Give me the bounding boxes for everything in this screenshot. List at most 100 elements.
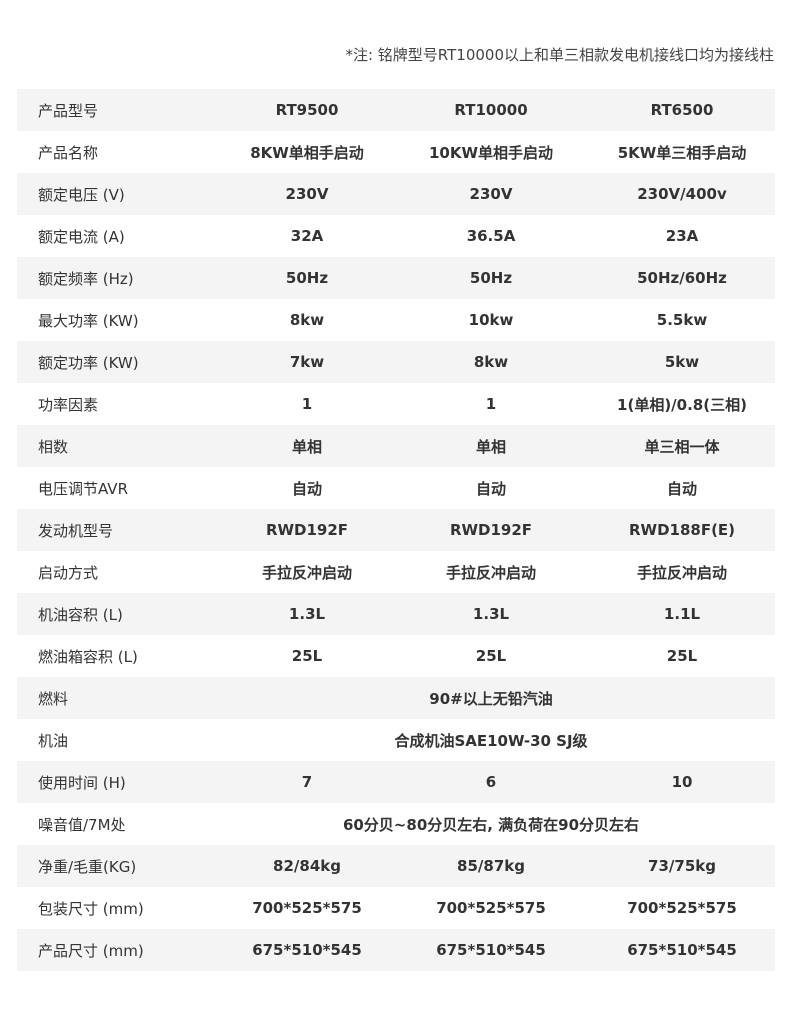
row-value-col-3: RWD188F(E) (628, 521, 736, 539)
row-value-col-3: 700*525*575 (627, 899, 737, 917)
row-value-col-1: 7 (301, 773, 313, 791)
spec-table: 产品型号 RT9500 RT10000 RT6500 产品名称 8KW单相手启动 10KW单… (17, 89, 775, 971)
row-label: 燃料 (38, 689, 69, 708)
row-value-col-2: 675*510*545 (436, 941, 546, 959)
table-row: 发动机型号 RWD192F RWD192F RWD188F(E) (17, 509, 775, 551)
row-value-col-1: 单相 (291, 437, 323, 456)
table-row: 使用时间 (H) 7 6 10 (17, 761, 775, 803)
row-value-col-3: 自动 (666, 479, 698, 498)
row-value-col-2: 8kw (473, 353, 509, 371)
row-value-col-1: 8KW单相手启动 (250, 143, 364, 162)
row-value-col-1: RT9500 (275, 101, 339, 119)
row-label: 产品尺寸 (mm) (38, 941, 144, 960)
table-row: 燃料 90#以上无铅汽油 (17, 677, 775, 719)
row-value-col-2: 单相 (475, 437, 507, 456)
row-value-merged: 合成机油SAE10W-30 SJ级 (394, 731, 588, 750)
row-value-col-1: 1 (301, 395, 313, 413)
table-row: 功率因素 1 1 1(单相)/0.8(三相) (17, 383, 775, 425)
row-value-col-1: 7kw (289, 353, 325, 371)
table-row: 相数 单相 单相 单三相一体 (17, 425, 775, 467)
row-value-col-3: 5kw (664, 353, 700, 371)
table-row: 额定频率 (Hz) 50Hz 50Hz 50Hz/60Hz (17, 257, 775, 299)
footnote: *注: 铭牌型号RT10000以上和单三相款发电机接线口均为接线柱 (345, 46, 774, 64)
row-value-col-1: 自动 (291, 479, 323, 498)
table-row: 额定电压 (V) 230V 230V 230V/400v (17, 173, 775, 215)
row-value-col-1: 675*510*545 (252, 941, 362, 959)
row-value-merged: 60分贝~80分贝左右, 满负荷在90分贝左右 (342, 815, 640, 834)
row-value-col-2: RWD192F (449, 521, 533, 539)
row-value-col-2: 10kw (468, 311, 514, 329)
row-value-col-1: RWD192F (265, 521, 349, 539)
row-value-col-3: 手拉反冲启动 (636, 563, 728, 582)
row-value-col-2: RT10000 (454, 101, 528, 119)
table-row: 电压调节AVR 自动 自动 自动 (17, 467, 775, 509)
row-value-col-3: 1.1L (663, 605, 701, 623)
row-value-col-2: 1.3L (472, 605, 510, 623)
row-label: 额定频率 (Hz) (38, 269, 134, 288)
table-row: 机油 合成机油SAE10W-30 SJ级 (17, 719, 775, 761)
row-label: 额定电流 (A) (38, 227, 125, 246)
row-value-col-2: 25L (475, 647, 507, 665)
row-label: 功率因素 (38, 395, 99, 414)
row-value-col-1: 50Hz (285, 269, 329, 287)
row-value-col-3: 675*510*545 (627, 941, 737, 959)
row-value-col-2: 6 (485, 773, 497, 791)
row-value-col-1: 82/84kg (273, 857, 341, 875)
row-value-col-2: 230V (469, 185, 513, 203)
row-value-col-1: 700*525*575 (252, 899, 362, 917)
row-value-col-2: 85/87kg (457, 857, 525, 875)
row-label: 产品型号 (38, 101, 99, 120)
table-row: 额定电流 (A) 32A 36.5A 23A (17, 215, 775, 257)
row-value-col-2: 50Hz (469, 269, 513, 287)
row-value-col-2: 10KW单相手启动 (428, 143, 554, 162)
row-value-col-1: 32A (290, 227, 324, 245)
table-row: 噪音值/7M处 60分贝~80分贝左右, 满负荷在90分贝左右 (17, 803, 775, 845)
row-label: 额定功率 (KW) (38, 353, 139, 372)
row-label: 相数 (38, 437, 69, 456)
table-row: 产品型号 RT9500 RT10000 RT6500 (17, 89, 775, 131)
row-value-col-3: 230V/400v (637, 185, 727, 203)
row-value-col-2: 自动 (475, 479, 507, 498)
row-value-col-3: 25L (666, 647, 698, 665)
row-label: 燃油箱容积 (L) (38, 647, 138, 666)
row-value-col-3: 5KW单三相手启动 (617, 143, 747, 162)
table-row: 额定功率 (KW) 7kw 8kw 5kw (17, 341, 775, 383)
table-row: 包装尺寸 (mm) 700*525*575 700*525*575 700*525*5… (17, 887, 775, 929)
row-value-col-3: 73/75kg (648, 857, 716, 875)
row-value-col-1: 8kw (289, 311, 325, 329)
row-value-col-3: 50Hz/60Hz (637, 269, 727, 287)
table-row: 机油容积 (L) 1.3L 1.3L 1.1L (17, 593, 775, 635)
table-row: 燃油箱容积 (L) 25L 25L 25L (17, 635, 775, 677)
table-row: 净重/毛重(KG) 82/84kg 85/87kg 73/75kg (17, 845, 775, 887)
row-value-col-1: 230V (285, 185, 329, 203)
row-value-col-3: 10 (671, 773, 693, 791)
row-label: 机油 (38, 731, 69, 750)
row-value-col-2: 手拉反冲启动 (445, 563, 537, 582)
row-value-col-1: 25L (291, 647, 323, 665)
row-value-merged: 90#以上无铅汽油 (429, 689, 553, 708)
row-value-col-2: 700*525*575 (436, 899, 546, 917)
row-value-col-3: 5.5kw (656, 311, 708, 329)
row-label: 使用时间 (H) (38, 773, 126, 792)
row-label: 额定电压 (V) (38, 185, 125, 204)
row-value-col-3: 1(单相)/0.8(三相) (617, 395, 747, 414)
row-label: 机油容积 (L) (38, 605, 123, 624)
row-label: 启动方式 (38, 563, 99, 582)
table-row: 产品尺寸 (mm) 675*510*545 675*510*545 675*510*5… (17, 929, 775, 971)
row-label: 最大功率 (KW) (38, 311, 139, 330)
row-value-col-2: 1 (485, 395, 497, 413)
row-label: 电压调节AVR (38, 479, 128, 498)
row-label: 发动机型号 (38, 521, 114, 540)
row-value-col-1: 手拉反冲启动 (261, 563, 353, 582)
row-value-col-3: 单三相一体 (644, 437, 720, 456)
row-value-col-2: 36.5A (466, 227, 516, 245)
row-value-col-3: 23A (665, 227, 699, 245)
row-value-col-1: 1.3L (288, 605, 326, 623)
row-value-col-3: RT6500 (650, 101, 714, 119)
table-row: 产品名称 8KW单相手启动 10KW单相手启动 5KW单三相手启动 (17, 131, 775, 173)
row-label: 净重/毛重(KG) (38, 857, 137, 876)
table-row: 启动方式 手拉反冲启动 手拉反冲启动 手拉反冲启动 (17, 551, 775, 593)
row-label: 包装尺寸 (mm) (38, 899, 144, 918)
row-label: 噪音值/7M处 (38, 815, 126, 834)
row-label: 产品名称 (38, 143, 99, 162)
